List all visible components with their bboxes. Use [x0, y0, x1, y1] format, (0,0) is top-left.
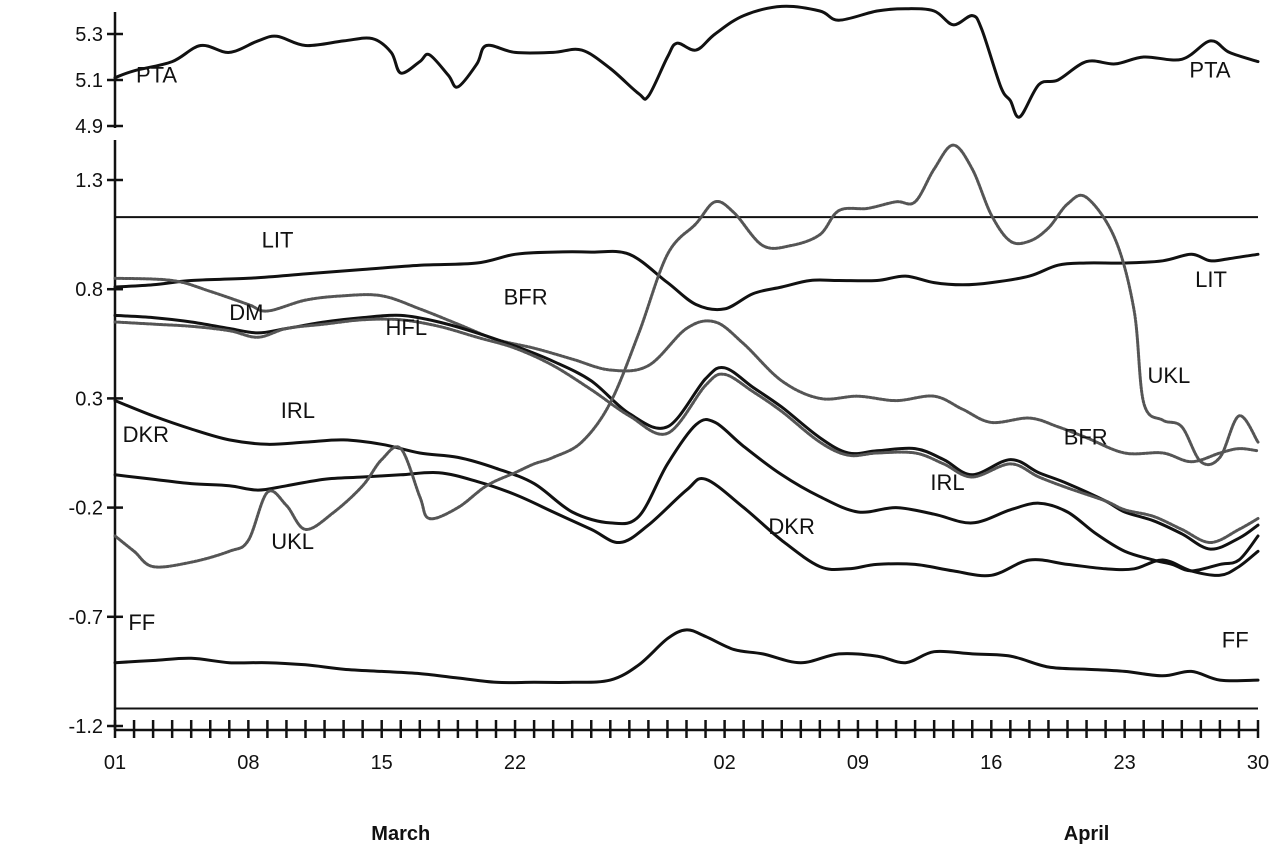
bottom-y-tick-label: -0.2	[69, 498, 103, 520]
series-label-ff: FF	[1222, 627, 1249, 652]
series-line-pta	[113, 4, 1260, 119]
x-tick-label: 02	[713, 752, 735, 774]
bottom-y-tick-label: -0.7	[69, 607, 103, 629]
series-label-dm: DM	[229, 300, 263, 325]
series-line-bfr	[113, 276, 1260, 464]
series-line-ukl	[113, 143, 1260, 569]
series-line-dkr	[113, 470, 1260, 578]
series-label-dkr: DKR	[768, 514, 814, 539]
series-line-hfl	[113, 317, 1260, 544]
x-tick-label: 22	[504, 752, 526, 774]
top-y-tick-label: 5.3	[75, 24, 103, 46]
bottom-y-tick-label: -1.2	[69, 716, 103, 738]
x-tick-label: 15	[371, 752, 393, 774]
top-y-tick-label: 5.1	[75, 70, 103, 92]
series-line-ff	[113, 628, 1260, 685]
x-tick-label: 09	[847, 752, 869, 774]
series-label-irl: IRL	[930, 470, 964, 495]
month-label: March	[371, 823, 430, 845]
series-label-bfr: BFR	[1064, 424, 1108, 449]
x-tick-label: 23	[1114, 752, 1136, 774]
series-label-pta: PTA	[1189, 58, 1230, 83]
series-label-dkr: DKR	[123, 422, 169, 447]
series-label-ukl: UKL	[271, 529, 314, 554]
bottom-y-tick-label: 1.3	[75, 170, 103, 192]
series-lines	[113, 4, 1260, 685]
series-label-pta: PTA	[136, 62, 177, 87]
series-label-lit: LIT	[1195, 267, 1227, 292]
series-labels: PTA PTA LIT LIT BFR BFR DM HFL IRL IRL DKR DKR UKL UK…	[123, 58, 1249, 653]
series-label-hfl: HFL	[386, 315, 428, 340]
bottom-y-tick-label: 0.3	[75, 388, 103, 410]
series-label-bfr: BFR	[504, 284, 548, 309]
series-label-ukl: UKL	[1148, 363, 1191, 388]
x-tick-label: 08	[237, 752, 259, 774]
series-label-ff: FF	[128, 610, 155, 635]
x-tick-label: 30	[1247, 752, 1269, 774]
bottom-y-tick-label: 0.8	[75, 279, 103, 301]
series-line-lit	[113, 249, 1260, 312]
series-line-irl	[113, 399, 1260, 573]
x-tick-label: 16	[980, 752, 1002, 774]
series-label-lit: LIT	[262, 228, 294, 253]
axes: 5.3 5.1 4.9 1.3 0.8 0.3 -0.2 -0.7 -1.201 08 15 22 02…	[69, 12, 1269, 845]
top-y-tick-label: 4.9	[75, 116, 103, 138]
month-label: April	[1064, 823, 1110, 845]
x-tick-label: 01	[104, 752, 126, 774]
series-label-irl: IRL	[281, 398, 315, 423]
